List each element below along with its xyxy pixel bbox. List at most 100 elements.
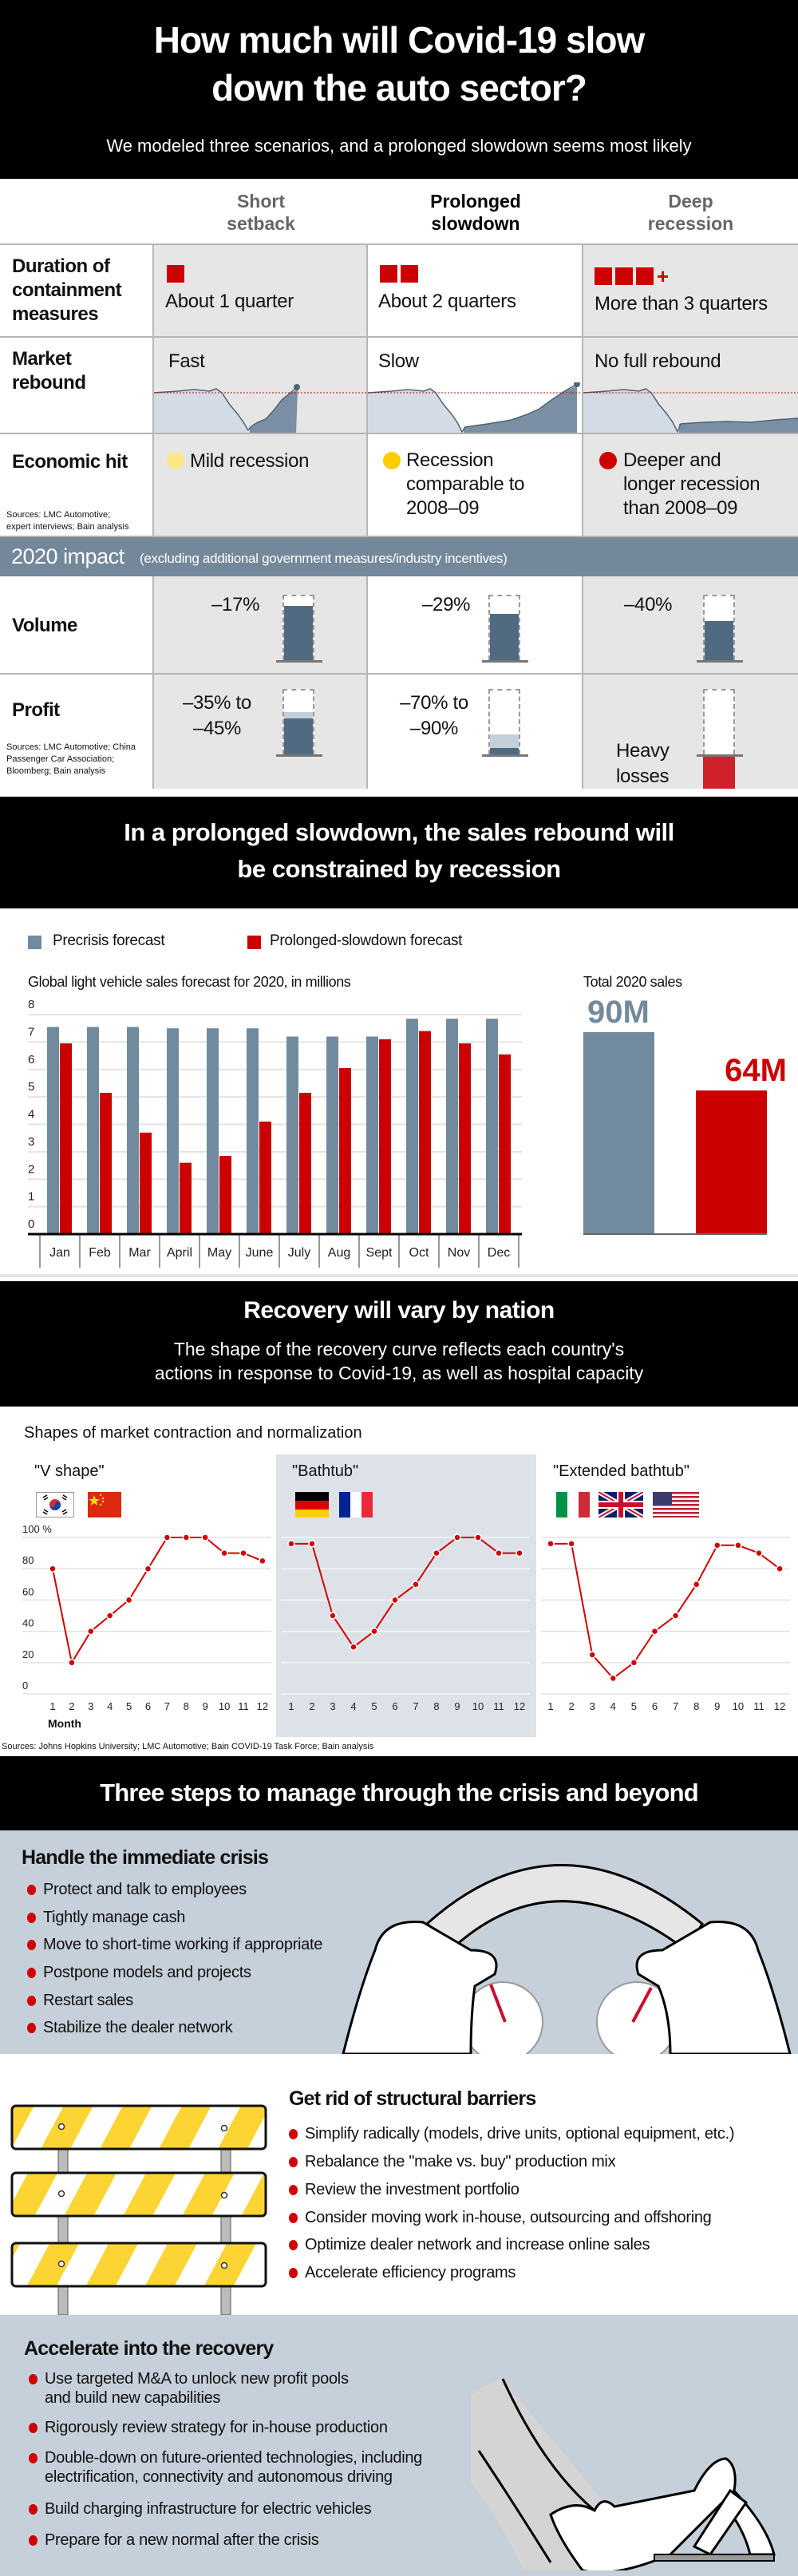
data-point	[567, 1540, 575, 1548]
section2-title-line1: In a prolonged slowdown, the sales rebou…	[124, 818, 674, 846]
gauge-box	[488, 689, 520, 754]
x-tick-label: Jan	[49, 1246, 70, 1260]
x-tick-label: 11	[493, 1700, 504, 1712]
volume-label: Volume	[12, 615, 77, 636]
gauge-baseline	[697, 660, 743, 663]
data-point	[609, 1674, 618, 1683]
mild-recession-dot-icon	[167, 452, 184, 469]
x-tick-label: 6	[652, 1700, 658, 1712]
data-point	[68, 1659, 76, 1667]
slowdown-bar	[259, 1122, 271, 1234]
section3-header: Recovery will vary by nation The shape o…	[0, 1281, 798, 1407]
slowdown-bar	[60, 1043, 72, 1234]
step3-item: Prepare for a new normal after the crisi…	[26, 2530, 319, 2550]
volume-fill	[705, 620, 733, 660]
step2-item: Review the investment portfolio	[286, 2180, 519, 2199]
x-tick-label: 1	[547, 1700, 553, 1712]
profit-value: Heavy losses	[616, 740, 670, 787]
data-point	[734, 1541, 742, 1549]
step2-item: Simplify radically (models, drive units,…	[286, 2124, 735, 2143]
quarter-square	[401, 265, 418, 283]
step1-item: Tightly manage cash	[24, 1908, 185, 1927]
bathtub-title: "Bathtub"	[292, 1462, 359, 1480]
step1-item: Restart sales	[24, 1991, 133, 2010]
rebound-deep: No full rebound	[583, 338, 798, 434]
total-bar	[696, 1090, 767, 1234]
duration-value: About 1 quarter	[165, 291, 294, 312]
x-tick-label: 7	[673, 1700, 678, 1712]
data-point	[144, 1565, 152, 1573]
data-point	[671, 1612, 680, 1620]
col-line: Deep	[668, 191, 713, 212]
x-tick-label: 11	[753, 1700, 764, 1712]
x-tick-label: 12	[774, 1700, 785, 1712]
x-tick-label: 8	[433, 1700, 439, 1712]
gas-pedal-illustration	[471, 2378, 776, 2570]
quarter-square	[615, 267, 633, 285]
profit-short: –35% to –45%	[154, 675, 368, 789]
y-tick-label: 0	[22, 1680, 28, 1692]
gauge-baseline	[276, 754, 322, 757]
data-point	[124, 1596, 133, 1605]
data-point	[220, 1549, 228, 1557]
step1-item: Protect and talk to employees	[24, 1880, 247, 1899]
x-tick-label: 1	[49, 1700, 55, 1712]
slowdown-bar	[140, 1132, 152, 1234]
slowdown-bar	[299, 1092, 311, 1234]
slowdown-bar	[379, 1039, 391, 1234]
x-tick-label: 9	[203, 1700, 208, 1712]
data-point	[516, 1549, 523, 1557]
x-tick-label: 4	[610, 1700, 616, 1712]
step3-panel: Accelerate into the recovery Use targete…	[0, 2315, 798, 2576]
scenario-header-row: Short setback Prolonged slowdown Deep reces…	[0, 179, 798, 245]
quarter-square	[380, 265, 397, 283]
precrisis-bar	[286, 1036, 298, 1234]
economic-label-cell: Economic hit Sources: LMC Automotive; exp…	[0, 434, 154, 537]
section4-header: Three steps to manage through the crisis…	[0, 1756, 798, 1830]
data-point	[547, 1540, 555, 1548]
gauge-box	[282, 689, 314, 754]
col-line: recession	[647, 213, 734, 234]
y-tick-label: 100 %	[22, 1523, 52, 1535]
steps-title: Three steps to manage through the crisis…	[100, 1779, 699, 1806]
impact-note: (excluding additional government measure…	[140, 551, 508, 566]
step2-title: Get rid of structural barriers	[289, 2087, 536, 2110]
data-point	[329, 1612, 337, 1620]
volume-deep: –40%	[583, 576, 798, 675]
data-point	[350, 1643, 358, 1651]
profit-fill-range	[284, 711, 313, 718]
x-tick-label: 5	[371, 1700, 377, 1712]
step3-item: Use targeted M&A to unlock new profit po…	[26, 2369, 349, 2408]
precrisis-bar	[446, 1019, 458, 1234]
section3-subtitle: The shape of the recovery curve reflects…	[154, 1339, 644, 1383]
y-tick-label: 8	[28, 998, 34, 1011]
rebound-short: Fast	[154, 338, 368, 434]
volume-value: –29%	[422, 594, 471, 615]
legend-label-slowdown: Prolonged-slowdown forecast	[270, 932, 463, 949]
rebound-value: Fast	[168, 350, 205, 372]
slowdown-bar	[339, 1068, 351, 1234]
y-tick-label: 6	[28, 1053, 34, 1066]
profit-fill-range	[490, 734, 519, 748]
step2-item: Accelerate efficiency programs	[286, 2263, 516, 2282]
x-tick-label: Mar	[128, 1246, 151, 1260]
x-tick-label: 12	[257, 1700, 268, 1712]
data-point	[87, 1627, 95, 1636]
step3-item: Build charging infrastructure for electr…	[26, 2499, 372, 2519]
data-point	[474, 1533, 482, 1541]
france-flag-icon	[339, 1492, 373, 1518]
quarter-squares: +	[595, 264, 670, 289]
sources-3: Sources: Johns Hopkins University; LMC A…	[2, 1742, 374, 1751]
col-line: Short	[236, 191, 286, 212]
rebound-value: No full rebound	[595, 350, 721, 372]
plus-icon: +	[657, 264, 670, 288]
volume-label-cell: Volume	[0, 576, 154, 675]
slowdown-bar	[499, 1054, 511, 1234]
x-tick-label: 10	[472, 1700, 484, 1712]
step2-item: Optimize dealer network and increase onl…	[286, 2235, 650, 2254]
sales-chart: 0 1 2 3 4 5 6 7 8 Jan Feb Mar April May June July Aug Sep…	[28, 995, 787, 1268]
y-tick-label: 20	[22, 1648, 34, 1660]
economic-value: Deeper and longer recession than 2008–09	[623, 449, 760, 519]
x-tick-label: July	[288, 1246, 310, 1260]
